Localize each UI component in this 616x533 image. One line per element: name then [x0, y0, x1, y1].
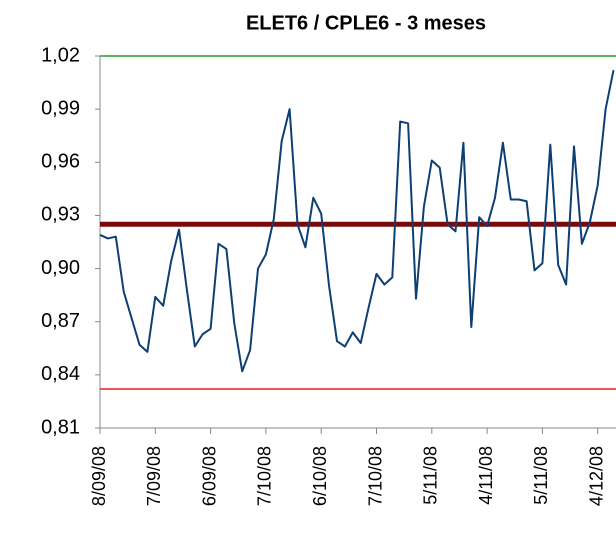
- x-tick-label: 8/09/08: [89, 446, 109, 506]
- y-tick-label: 0,84: [41, 363, 80, 385]
- x-tick-label: 6/09/08: [199, 446, 219, 506]
- x-tick-label: 7/10/08: [365, 446, 385, 506]
- y-tick-label: 0,93: [41, 204, 80, 226]
- x-tick-label: 6/10/08: [310, 446, 330, 506]
- x-tick-label: 7/09/08: [144, 446, 164, 506]
- y-tick-label: 0,90: [41, 257, 80, 279]
- y-tick-label: 0,99: [41, 97, 80, 119]
- x-tick-label: 4/11/08: [476, 446, 496, 505]
- y-tick-label: 0,87: [41, 310, 80, 332]
- series-line: [99, 69, 615, 373]
- x-tick-label: 7/10/08: [255, 446, 275, 506]
- x-tick-label: 4/12/08: [586, 446, 606, 506]
- x-tick-label: 5/11/08: [421, 446, 441, 505]
- x-tick-label: 5/11/08: [531, 446, 551, 505]
- chart-title: ELET6 / CPLE6 - 3 meses: [246, 12, 486, 34]
- y-tick-label: 0,81: [41, 416, 80, 438]
- y-tick-label: 0,96: [41, 151, 80, 173]
- y-tick-label: 1,02: [41, 44, 80, 66]
